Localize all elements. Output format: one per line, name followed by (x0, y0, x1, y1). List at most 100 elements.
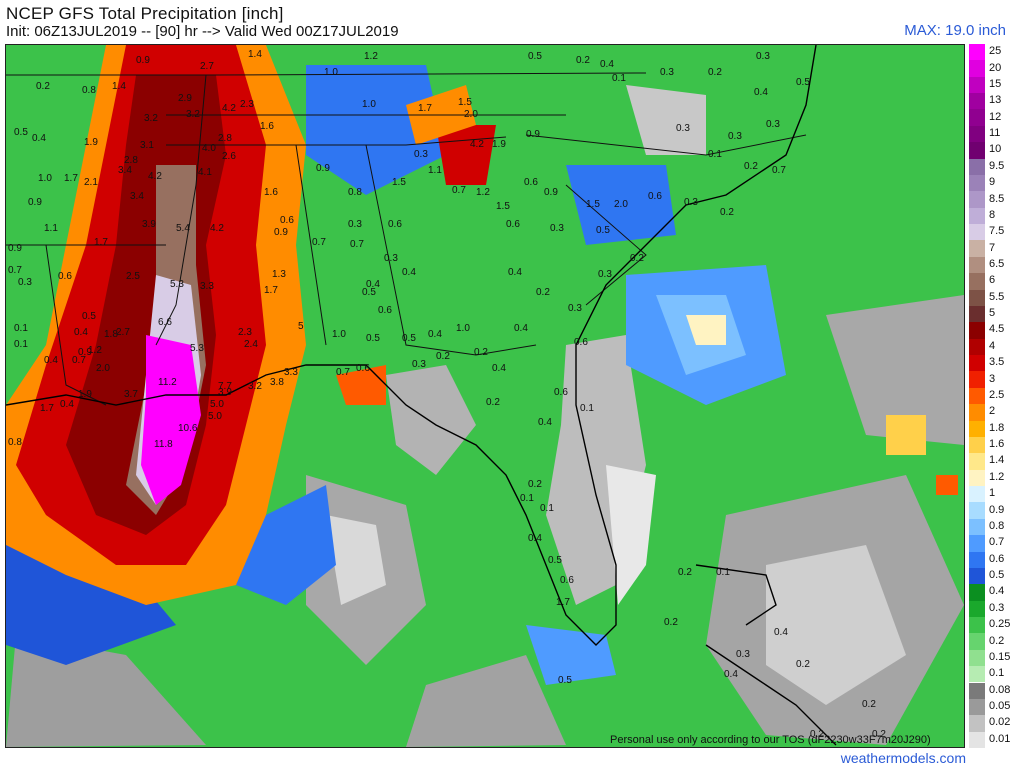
precip-value: 5.0 (210, 399, 224, 410)
colorbar-level: 7 (967, 240, 1021, 257)
tos-notice: Personal use only according to our TOS (… (610, 734, 931, 746)
precip-value: 0.6 (388, 219, 402, 230)
precip-value: 0.9 (136, 55, 150, 66)
site-link[interactable]: weathermodels.com (840, 750, 966, 766)
precip-value: 3.3 (284, 367, 298, 378)
colorbar-level: 4 (967, 338, 1021, 356)
precip-value: 1.5 (458, 97, 472, 108)
precip-value: 1.1 (428, 165, 442, 176)
precip-value: 1.3 (272, 269, 286, 280)
colorbar-level: 5.5 (967, 289, 1021, 306)
colorbar-label: 5.5 (989, 290, 1005, 303)
precip-value: 0.1 (540, 503, 554, 514)
precip-value: 0.4 (44, 355, 58, 366)
precip-value: 0.3 (676, 123, 690, 134)
precip-value: 1.7 (264, 285, 278, 296)
colorbar-label: 3.5 (989, 356, 1005, 369)
precip-value: 0.7 (452, 185, 466, 196)
precip-value: 1.0 (324, 67, 338, 78)
colorbar-label: 5 (989, 307, 996, 320)
colorbar-label: 0.3 (989, 601, 1005, 614)
precip-value: 4.2 (222, 103, 236, 114)
precip-value: 1.6 (264, 187, 278, 198)
precip-value: 5.0 (208, 411, 222, 422)
precip-value: 2.3 (240, 99, 254, 110)
precip-value: 0.7 (8, 265, 22, 276)
colorbar-label: 1.8 (989, 421, 1005, 434)
colorbar-label: 0.02 (989, 716, 1011, 729)
precip-value: 0.6 (356, 363, 370, 374)
colorbar-level: 2 (967, 404, 1021, 421)
precip-value: 0.2 (664, 617, 678, 628)
colorbar-level: 0.3 (967, 600, 1021, 617)
precip-value: 0.5 (528, 51, 542, 62)
colorbar-label: 0.08 (989, 683, 1011, 696)
precip-value: 0.9 (8, 243, 22, 254)
precip-value: 0.4 (402, 267, 416, 278)
precip-value: 5 (298, 321, 304, 332)
precip-value: 0.2 (708, 67, 722, 78)
colorbar-swatch (969, 44, 985, 61)
colorbar-swatch (969, 371, 985, 388)
colorbar-level: 0.2 (967, 633, 1021, 650)
colorbar-level: 0.02 (967, 715, 1021, 732)
precip-colorbar: 25 20 15 13 12 11 10 9.5 9 8.5 8 7.5 7 6.5 6 5.5 5 4.5 4 3.… (967, 44, 1021, 748)
colorbar-level: 1 (967, 486, 1021, 503)
precip-value: 0.4 (428, 329, 442, 340)
precip-value: 0.8 (82, 85, 96, 96)
colorbar-label: 0.05 (989, 700, 1011, 713)
precip-value: 10.6 (178, 423, 198, 434)
map-subtitle: Init: 06Z13JUL2019 -- [90] hr --> Valid … (6, 23, 399, 40)
colorbar-swatch (969, 355, 985, 372)
colorbar-label: 2 (989, 405, 996, 418)
precip-value: 1.2 (476, 187, 490, 198)
colorbar-swatch (969, 191, 985, 208)
precip-value: 1.7 (556, 597, 570, 608)
precip-value: 0.9 (28, 197, 42, 208)
precip-value: 7.7 (218, 381, 232, 392)
colorbar-label: 7.5 (989, 225, 1005, 238)
colorbar-level: 13 (967, 93, 1021, 110)
colorbar-level: 0.4 (967, 584, 1021, 601)
map-title: NCEP GFS Total Precipitation [inch] (6, 4, 284, 23)
precip-value: 0.9 (78, 347, 92, 358)
colorbar-level: 6 (967, 273, 1021, 290)
colorbar-level: 2.5 (967, 387, 1021, 405)
precip-value: 0.3 (18, 277, 32, 288)
precip-value: 0.2 (536, 287, 550, 298)
max-value-label: MAX: 19.0 inch (904, 22, 1006, 39)
colorbar-swatch (969, 617, 985, 634)
colorbar-label: 9 (989, 176, 996, 189)
precip-value: 2.7 (116, 327, 130, 338)
precip-value: 0.3 (756, 51, 770, 62)
precip-value: 2.0 (464, 109, 478, 120)
precip-value: 1.5 (392, 177, 406, 188)
precip-value: 1.4 (248, 49, 262, 60)
precip-value: 2.7 (200, 61, 214, 72)
precip-value: 11.8 (154, 439, 173, 450)
colorbar-swatch (969, 322, 985, 339)
precip-value: 1.5 (496, 201, 510, 212)
precip-value: 0.2 (872, 729, 886, 740)
colorbar-swatch (969, 207, 985, 225)
colorbar-level: 0.05 (967, 698, 1021, 716)
colorbar-level: 12 (967, 109, 1021, 126)
colorbar-swatch (969, 76, 985, 94)
colorbar-swatch (969, 338, 985, 356)
colorbar-swatch (969, 174, 985, 192)
colorbar-swatch (969, 535, 985, 552)
colorbar-label: 15 (989, 77, 1002, 90)
precip-value: 0.4 (366, 279, 380, 290)
colorbar-label: 8 (989, 208, 996, 221)
colorbar-label: 8.5 (989, 192, 1005, 205)
colorbar-swatch (969, 502, 985, 519)
colorbar-level: 0.7 (967, 535, 1021, 552)
precip-value: 2.3 (238, 327, 252, 338)
precip-value: 1.4 (112, 81, 126, 92)
precipitation-field: 0.9 2.7 1.4 1.2 0.5 0.2 0.4 0.2 0.8 1.4 2.9 4.2 2.3 1… (6, 45, 964, 747)
precip-value: 0.5 (14, 127, 28, 138)
precip-value: 2.4 (244, 339, 258, 350)
precip-value: 3.9 (218, 387, 232, 398)
colorbar-swatch (969, 404, 985, 421)
precip-value: 0.9 (316, 163, 330, 174)
